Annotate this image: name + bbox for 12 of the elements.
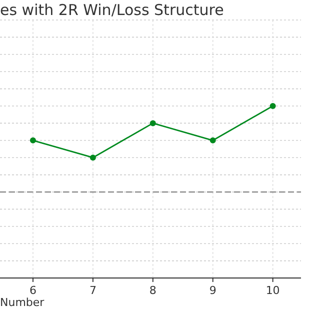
x-tick-label: 6 (29, 284, 36, 297)
x-tick-label: 7 (89, 284, 96, 297)
point (90, 154, 96, 161)
point (150, 120, 156, 126)
x-tick-label: 9 (209, 284, 216, 297)
point (30, 137, 36, 144)
point (270, 103, 276, 109)
x-tick-label: 10 (266, 284, 280, 297)
x-tick-label: 8 (149, 284, 156, 297)
x-axis-title: Number (0, 296, 45, 309)
point (210, 137, 216, 144)
chart-title: es with 2R Win/Loss Structure (0, 1, 224, 19)
